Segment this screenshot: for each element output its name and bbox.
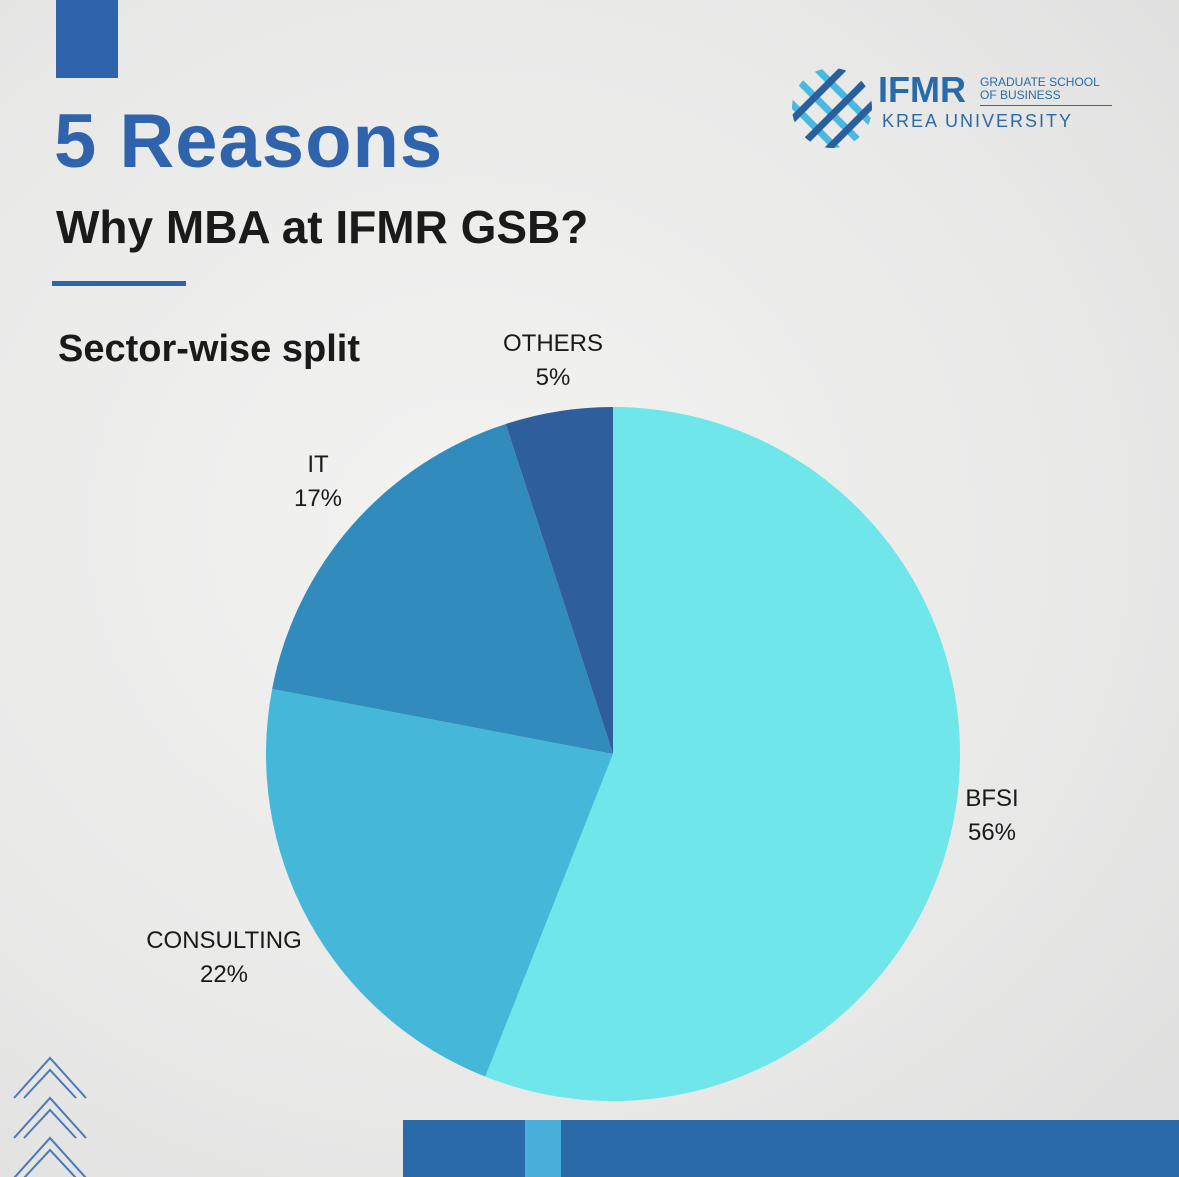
- ifmr-logo-mark-icon: [792, 68, 872, 148]
- logo-school-line1: GRADUATE SCHOOL: [980, 75, 1100, 89]
- chevrons-up-icon: [13, 1056, 87, 1177]
- logo-wordmark: IFMR: [878, 69, 966, 110]
- logo-divider: [980, 105, 1112, 106]
- ifmr-logo: IFMR GRADUATE SCHOOL OF BUSINESS KREA UN…: [790, 58, 1120, 158]
- chart-title: Sector-wise split: [58, 328, 360, 370]
- page-subtitle: Why MBA at IFMR GSB?: [56, 201, 589, 253]
- top-accent-bar: [56, 0, 118, 78]
- logo-school-name: GRADUATE SCHOOL OF BUSINESS: [980, 75, 1120, 103]
- slice-value-others: 5%: [536, 364, 571, 391]
- slice-value-it: 17%: [294, 485, 342, 512]
- logo-school-line2: OF BUSINESS: [980, 88, 1061, 103]
- slice-label-consulting: CONSULTING: [146, 927, 302, 954]
- pie-slice-others: [505, 407, 613, 754]
- bottom-accent-block: [525, 1120, 561, 1177]
- slice-value-bfsi: 56%: [968, 819, 1016, 846]
- page-title: 5 Reasons: [54, 99, 444, 184]
- pie-slice-consulting: [265, 688, 613, 1077]
- bottom-accent-strip: [403, 1120, 1179, 1177]
- slice-label-bfsi: BFSI: [965, 785, 1018, 812]
- slice-label-it: IT: [307, 451, 329, 478]
- slice-value-consulting: 22%: [200, 961, 248, 988]
- slice-label-others: OTHERS: [503, 330, 603, 357]
- pie-slice-it: [272, 423, 613, 754]
- title-underline: [52, 281, 186, 286]
- pie-slice-bfsi: [485, 407, 960, 1101]
- logo-university: KREA UNIVERSITY: [882, 111, 1074, 131]
